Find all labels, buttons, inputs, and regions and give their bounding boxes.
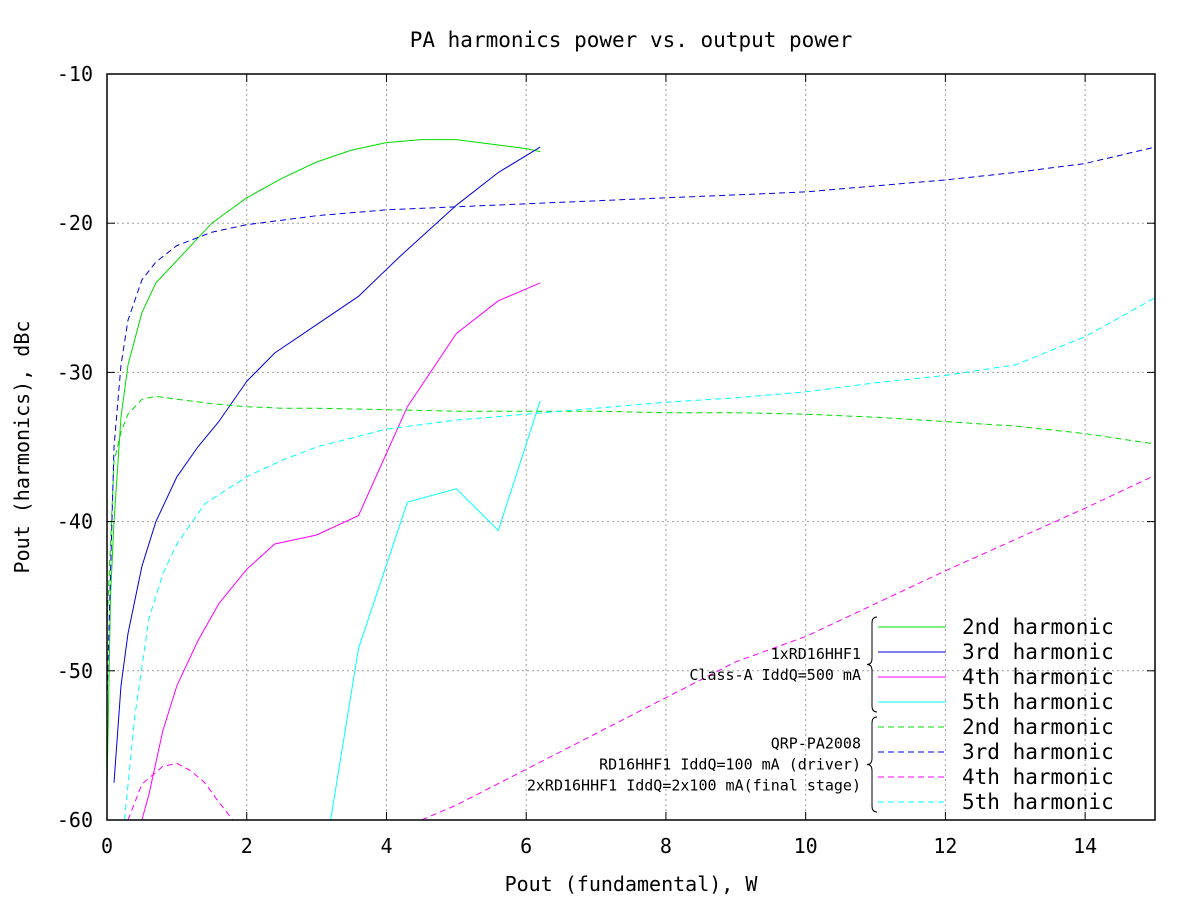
x-tick-label: 2 — [241, 834, 253, 858]
axis-ticks: 0 2 4 6 8 10 12 14 -10 -20 -30 -40 -50 -60 — [57, 62, 1155, 858]
x-tick-label: 6 — [520, 834, 532, 858]
legend-entry-label: 3rd harmonic — [962, 640, 1114, 664]
legend-group-brace — [866, 616, 878, 713]
y-tick-label: -60 — [57, 808, 93, 832]
series-layer — [107, 139, 1155, 820]
legend-group-brace — [866, 716, 878, 813]
chart-title: PA harmonics power vs. output power — [410, 28, 853, 52]
legend-entry-label: 2nd harmonic — [962, 615, 1114, 639]
legend-entry-label: 5th harmonic — [962, 690, 1114, 714]
x-axis-label: Pout (fundamental), W — [505, 872, 759, 896]
grid — [107, 74, 1155, 820]
y-tick-label: -10 — [57, 62, 93, 86]
legend-group-label: 1xRD16HHF1 — [771, 645, 861, 663]
y-tick-label: -40 — [57, 510, 93, 534]
x-tick-label: 14 — [1073, 834, 1097, 858]
series-line-classa-2h — [107, 139, 541, 791]
legend-group-label: 2xRD16HHF1 IddQ=2x100 mA(final stage) — [527, 777, 861, 795]
y-axis-label: Pout (harmonics), dBc — [10, 321, 34, 574]
y-tick-label: -30 — [57, 360, 93, 384]
x-tick-label: 12 — [933, 834, 957, 858]
y-tick-label: -50 — [57, 659, 93, 683]
legend-entry-label: 2nd harmonic — [962, 715, 1114, 739]
legend-entry-label: 3rd harmonic — [962, 740, 1114, 764]
series-line-qrp-5h — [124, 297, 1155, 820]
legend-entry-label: 5th harmonic — [962, 790, 1114, 814]
x-tick-label: 0 — [101, 834, 113, 858]
series-line-classa-3h — [113, 146, 541, 783]
series-line-qrp-2h — [107, 395, 1155, 627]
legend-group-label: RD16HHF1 IddQ=100 mA (driver) — [599, 756, 861, 774]
series-line-qrp-3h — [107, 146, 1155, 701]
x-tick-label: 8 — [660, 834, 672, 858]
series-line-qrp-4h — [127, 474, 1155, 820]
legend-entry-label: 4th harmonic — [962, 665, 1114, 689]
series-line-classa-4h — [141, 282, 541, 820]
legend-group-label: QRP-PA2008 — [771, 735, 861, 753]
y-tick-label: -20 — [57, 211, 93, 235]
legend-entry-label: 4th harmonic — [962, 765, 1114, 789]
plot-frame — [106, 73, 1156, 821]
x-tick-label: 4 — [380, 834, 392, 858]
legend-group-label: Class-A IddQ=500 mA — [689, 666, 861, 684]
x-tick-label: 10 — [794, 834, 818, 858]
series-line-classa-5h — [330, 400, 541, 820]
